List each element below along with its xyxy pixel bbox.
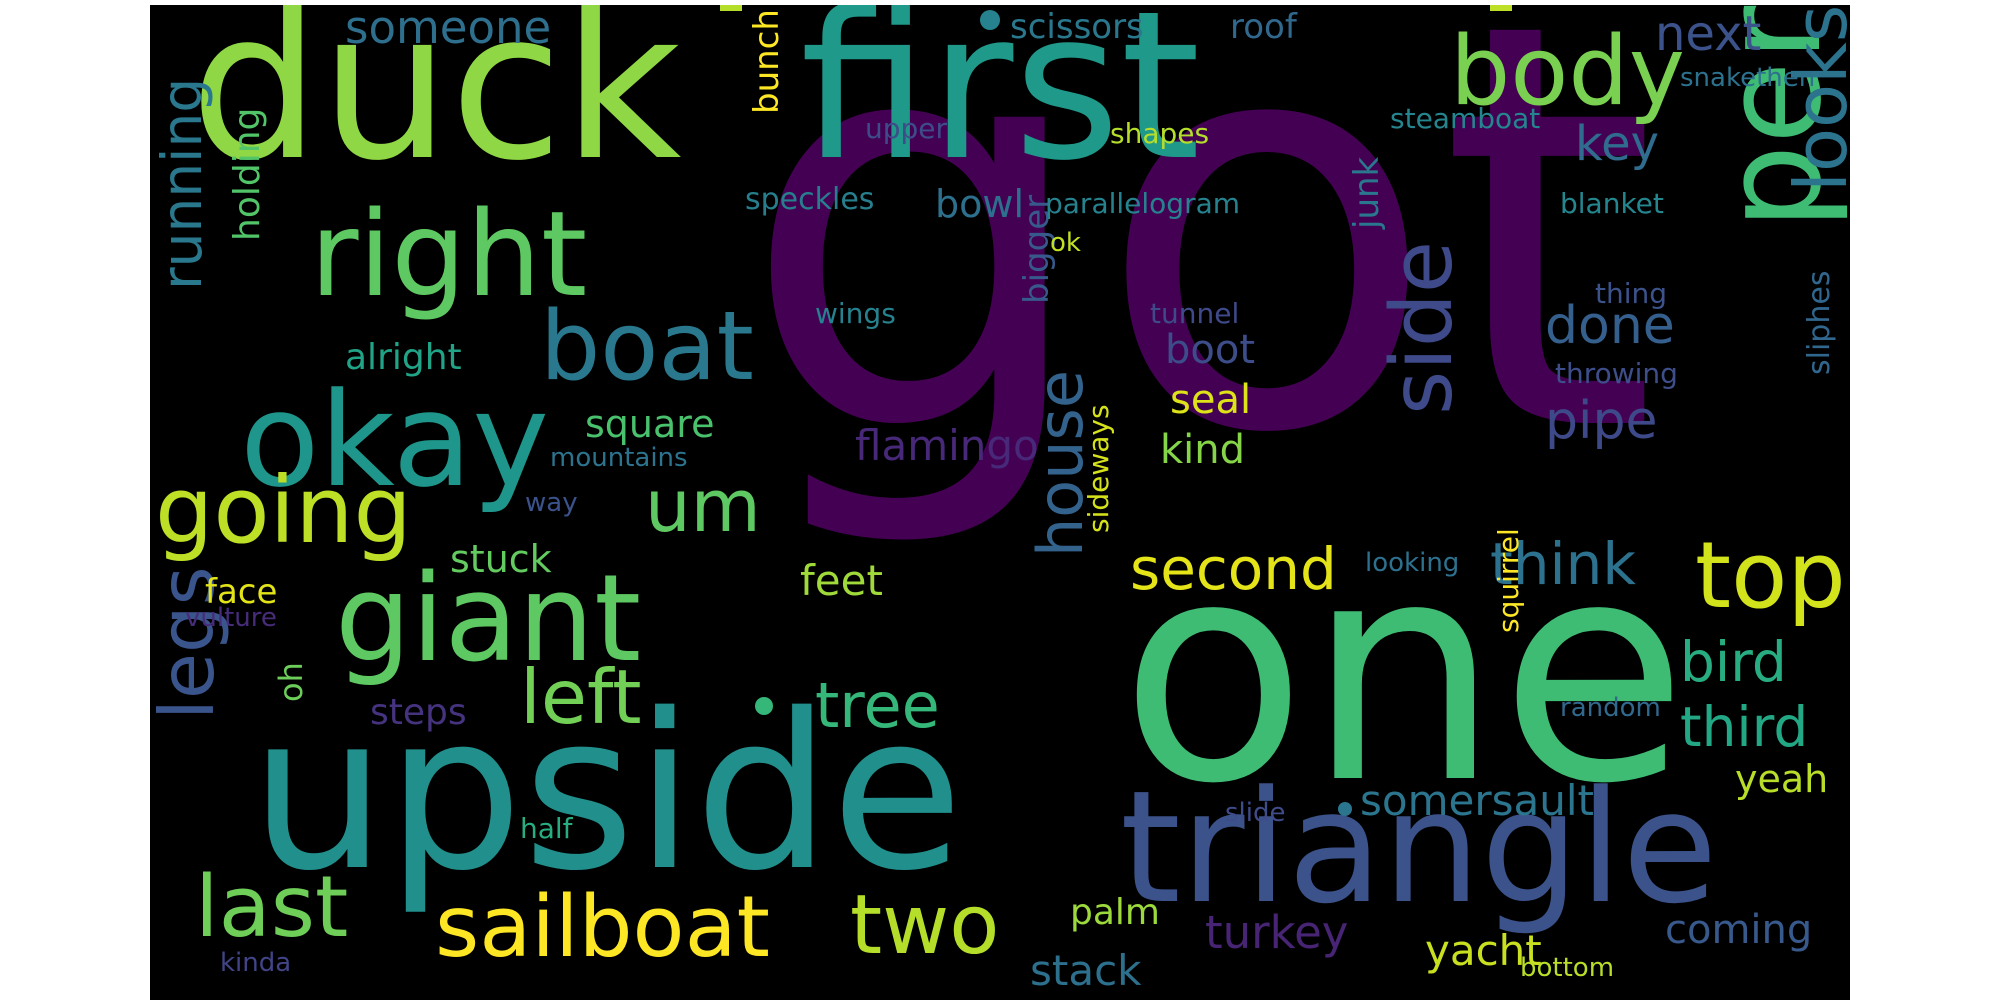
word-one: one: [1120, 495, 1688, 850]
word-vulture: vulture: [185, 603, 277, 633]
word-okay: okay: [240, 364, 550, 516]
word-looks: looks: [1779, 5, 1850, 192]
word-coming: coming: [1665, 907, 1813, 953]
word-somersault: somersault: [1360, 776, 1594, 825]
word-bunch: bunch: [747, 9, 787, 114]
word-bowl: bowl: [935, 182, 1025, 226]
word-key: key: [1575, 116, 1660, 172]
word-um: um: [645, 464, 761, 548]
word-pipe: pipe: [1545, 391, 1658, 451]
word-throwing: throwing: [1555, 357, 1678, 390]
word-parallelogram: parallelogram: [1045, 187, 1241, 220]
word-body: body: [1450, 17, 1685, 127]
word-third: third: [1680, 695, 1809, 759]
word-last: last: [195, 858, 349, 957]
word-speckles: speckles: [745, 182, 875, 217]
word-blanket: blanket: [1560, 187, 1664, 220]
word-turkey: turkey: [1205, 906, 1349, 959]
word-someone: someone: [345, 5, 552, 54]
word-sailboat: sailboat: [435, 878, 770, 977]
word-random: random: [1560, 693, 1661, 723]
stray-dash-2: [1490, 5, 1512, 11]
word-triangle: triangle: [1120, 757, 1718, 938]
word-junk: junk: [1347, 156, 1387, 229]
word-going: going: [155, 457, 412, 564]
word-yeah: yeah: [1735, 757, 1829, 801]
word-running: running: [150, 77, 214, 290]
word-bottom: bottom: [1520, 953, 1615, 983]
word-tree: tree: [815, 669, 940, 742]
word-half: half: [520, 812, 573, 845]
word-boot: boot: [1165, 327, 1256, 373]
word-shapes: shapes: [1110, 117, 1210, 150]
word-sliphes: sliphes: [1802, 270, 1837, 375]
word-face: face: [205, 572, 278, 612]
word-yacht: yacht: [1425, 926, 1542, 975]
word-ok: ok: [1050, 228, 1081, 258]
word-squirrel: squirrel: [1492, 528, 1525, 633]
word-cloud: got one upside duck first triangle perso…: [150, 5, 1850, 1000]
word-way: way: [525, 488, 578, 518]
word-boat: boat: [540, 292, 754, 402]
word-kinda: kinda: [220, 948, 292, 978]
stray-dot-1: [980, 10, 1000, 30]
word-roof: roof: [1230, 7, 1297, 47]
word-think: think: [1490, 530, 1636, 598]
stray-dot-2: [755, 697, 773, 715]
stray-dot-3: [1338, 802, 1352, 816]
word-left: left: [520, 653, 642, 741]
word-palm: palm: [1070, 892, 1160, 933]
word-wings: wings: [815, 297, 896, 330]
word-stack: stack: [1030, 946, 1142, 995]
word-upper: upper: [865, 112, 948, 145]
word-giant: giant: [335, 550, 642, 689]
word-top: top: [1695, 522, 1846, 629]
word-seal: seal: [1170, 377, 1252, 423]
word-right: right: [310, 185, 588, 323]
word-slide: slide: [1225, 798, 1286, 828]
word-holding: holding: [227, 107, 268, 241]
word-got: got: [740, 5, 1658, 556]
word-kind: kind: [1160, 427, 1246, 473]
word-two: two: [850, 878, 1000, 973]
word-side: side: [1373, 240, 1472, 415]
word-upside: upside: [250, 667, 964, 918]
word-flamingo: flamingo: [855, 421, 1039, 470]
word-done: done: [1545, 296, 1675, 356]
word-first: first: [800, 5, 1201, 206]
word-thing: thing: [1595, 277, 1668, 310]
word-steamboat: steamboat: [1390, 102, 1541, 135]
word-square: square: [585, 402, 715, 446]
stray-dash-1: [720, 5, 742, 11]
word-scissors: scissors: [1010, 7, 1144, 47]
word-bird: bird: [1680, 630, 1787, 694]
word-oh: oh: [272, 662, 310, 702]
word-tunnel: tunnel: [1150, 297, 1240, 330]
word-stuck: stuck: [450, 537, 552, 581]
word-mountains: mountains: [550, 443, 688, 473]
word-looking: looking: [1365, 548, 1460, 578]
word-feet: feet: [800, 556, 883, 605]
word-snakethen: snakethen: [1680, 63, 1816, 93]
word-alright: alright: [345, 337, 462, 378]
word-duck: duck: [190, 5, 682, 206]
word-next: next: [1655, 6, 1762, 62]
word-steps: steps: [370, 692, 467, 733]
word-second: second: [1130, 535, 1337, 603]
word-sideways: sideways: [1082, 404, 1115, 533]
